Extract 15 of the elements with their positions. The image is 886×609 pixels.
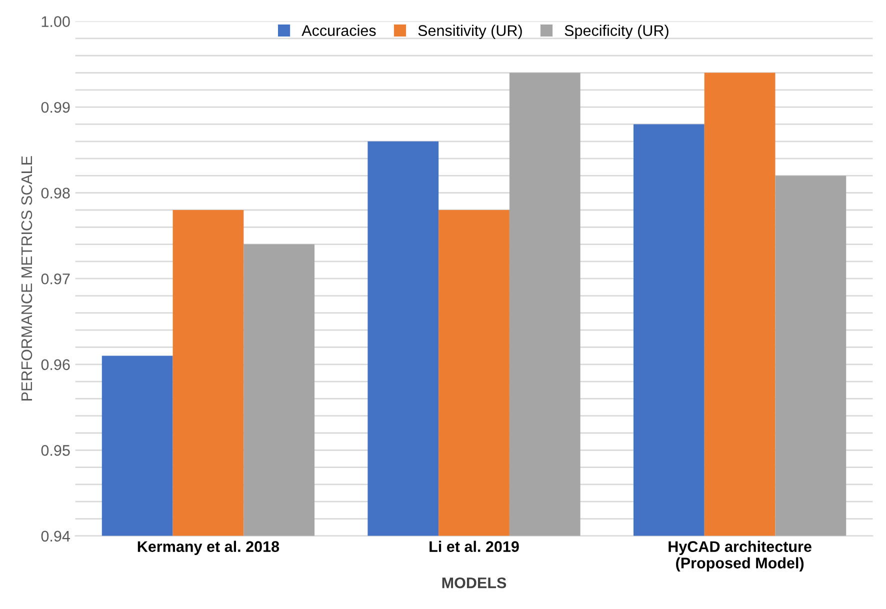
x-tick-label: Kermany et al. 2018 — [138, 540, 280, 556]
y-axis-title: PERFORMANCE METRICS SCALE — [21, 156, 32, 400]
y-tick-label: 0.94 — [41, 530, 70, 542]
x-tick-label: HyCAD architecture (Proposed Model) — [668, 540, 812, 572]
x-tick-label: Li et al. 2019 — [430, 540, 519, 552]
legend-label: Sensitivity (UR) — [418, 24, 522, 40]
y-tick-label: 0.99 — [41, 102, 70, 113]
y-tick-label: 0.96 — [41, 359, 70, 370]
x-axis-title: MODELS — [442, 577, 506, 588]
y-tick-label: 0.98 — [41, 188, 70, 199]
y-tick-label: 0.95 — [41, 445, 70, 456]
legend-label: Specificity (UR) — [564, 24, 668, 40]
y-tick-label: 0.97 — [41, 273, 70, 284]
y-tick-label: 1.00 — [42, 16, 70, 27]
legend-label: Accuracies — [302, 24, 376, 36]
